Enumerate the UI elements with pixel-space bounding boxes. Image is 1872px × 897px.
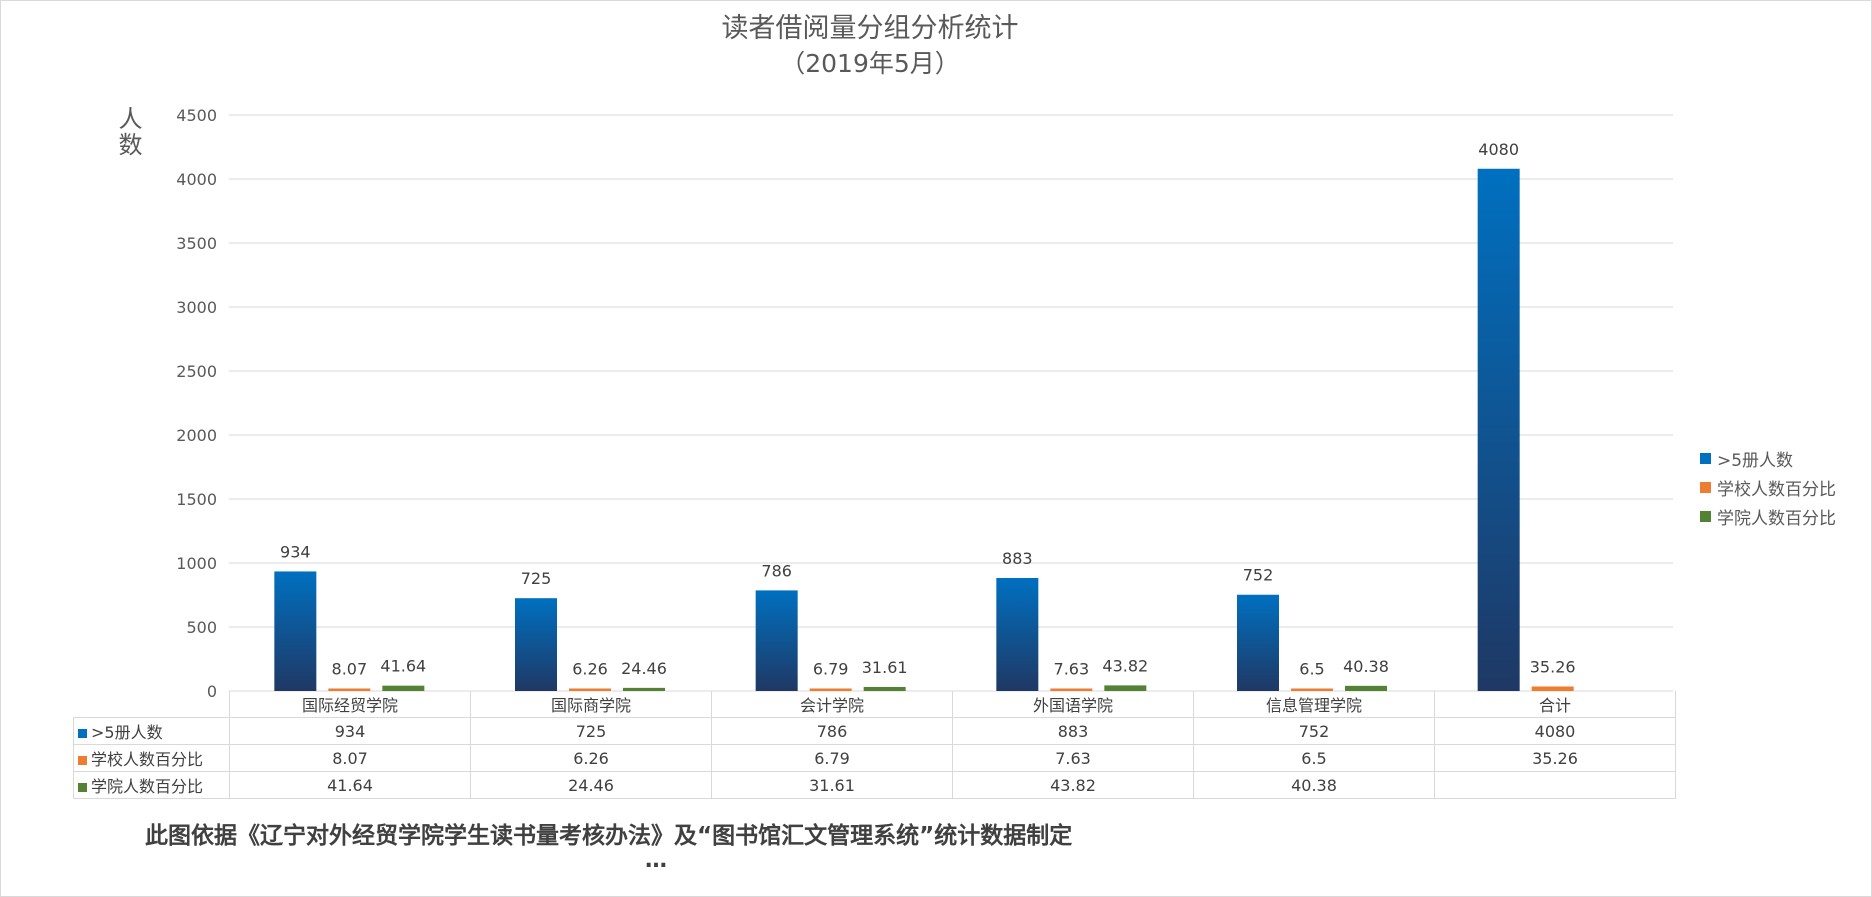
table-cell: 40.38	[1193, 771, 1435, 799]
table-cell: 7.63	[952, 744, 1194, 772]
y-tick-label: 1000	[176, 554, 217, 573]
bar	[1291, 688, 1333, 691]
table-category-row: 国际经贸学院 国际商学院 会计学院 外国语学院 信息管理学院 合计	[74, 691, 1676, 718]
table-row-header: 学院人数百分比	[73, 771, 230, 799]
ellipsis-text: …	[645, 848, 667, 873]
y-tick-label: 0	[207, 682, 217, 701]
table-category-cell: 国际经贸学院	[229, 691, 471, 718]
data-label: 725	[521, 569, 552, 588]
data-label: 934	[280, 542, 311, 561]
bar	[382, 685, 425, 691]
bar	[809, 688, 852, 691]
data-label: 40.38	[1343, 657, 1389, 676]
table-cell: 6.5	[1193, 744, 1435, 772]
bar	[1237, 594, 1279, 691]
legend-label: 学校人数百分比	[1717, 480, 1836, 500]
legend-label: >5册人数	[1717, 451, 1794, 471]
data-label: 752	[1243, 566, 1274, 585]
table-corner	[74, 691, 230, 718]
bar	[863, 686, 906, 691]
legend-swatch-icon	[1700, 511, 1711, 522]
bar	[569, 688, 611, 691]
table-cell	[1434, 771, 1676, 799]
table-row-label: 学校人数百分比	[91, 750, 204, 769]
chart-subtitle: （2019年5月）	[780, 49, 960, 78]
table-cell: 883	[952, 717, 1194, 745]
source-note: 此图依据《辽宁对外经贸学院学生读书量考核办法》及“图书馆汇文管理系统”统计数据制…	[145, 823, 1073, 849]
series-key-icon	[78, 783, 87, 792]
table-cell: 725	[470, 717, 712, 745]
table-category-cell: 外国语学院	[952, 691, 1194, 718]
y-tick-label: 4000	[176, 170, 217, 189]
bar	[274, 571, 317, 691]
table-cell: 786	[711, 717, 953, 745]
data-label: 24.46	[621, 659, 667, 678]
series-key-icon	[78, 729, 87, 738]
table-category-cell: 会计学院	[711, 691, 953, 718]
table-category-cell: 合计	[1434, 691, 1676, 718]
table-cell: 8.07	[229, 744, 471, 772]
data-label: 6.79	[813, 660, 849, 679]
legend-label: 学院人数百分比	[1717, 509, 1836, 529]
series-key-icon	[78, 756, 87, 765]
y-tick-label: 500	[186, 618, 217, 637]
bar	[515, 598, 557, 691]
data-label: 8.07	[332, 660, 368, 679]
table-row-label: 学院人数百分比	[91, 777, 204, 796]
y-tick-label: 4500	[176, 106, 217, 125]
y-tick-label: 3000	[176, 298, 217, 317]
table-row-header: 学校人数百分比	[73, 744, 230, 772]
table-cell: 24.46	[470, 771, 712, 799]
table-category-cell: 信息管理学院	[1193, 691, 1435, 718]
legend-item-series3: 学院人数百分比	[1700, 502, 1836, 531]
table-row-header: >5册人数	[73, 717, 230, 745]
data-label: 41.64	[380, 657, 426, 676]
legend-swatch-icon	[1700, 453, 1711, 464]
table-category-cell: 国际商学院	[470, 691, 712, 718]
table-cell: 934	[229, 717, 471, 745]
table-row: 学院人数百分比 41.64 24.46 31.61 43.82 40.38	[73, 771, 1676, 799]
table-cell: 43.82	[952, 771, 1194, 799]
legend-item-series1: >5册人数	[1700, 444, 1836, 473]
data-label: 883	[1002, 549, 1033, 568]
bar	[1050, 688, 1093, 691]
data-table: 国际经贸学院 国际商学院 会计学院 外国语学院 信息管理学院 合计 >5册人数 …	[73, 691, 1676, 799]
data-label: 7.63	[1054, 660, 1090, 679]
data-label: 35.26	[1530, 657, 1576, 676]
y-tick-label: 3500	[176, 234, 217, 253]
table-row: 学校人数百分比 8.07 6.26 6.79 7.63 6.5 35.26	[73, 744, 1676, 772]
bar	[996, 577, 1039, 691]
table-row-label: >5册人数	[91, 723, 163, 742]
bar	[1104, 685, 1147, 691]
data-label: 786	[761, 561, 792, 580]
bar	[328, 688, 371, 691]
bar	[1345, 685, 1387, 691]
chart-title: 读者借阅量分组分析统计	[721, 13, 1019, 44]
chart-legend: >5册人数 学校人数百分比 学院人数百分比	[1700, 444, 1836, 531]
bar	[623, 687, 665, 691]
data-label: 4080	[1478, 140, 1519, 159]
y-tick-label: 2500	[176, 362, 217, 381]
table-cell: 4080	[1434, 717, 1676, 745]
table-row: >5册人数 934 725 786 883 752 4080	[73, 717, 1676, 745]
y-axis-label: 人数	[114, 106, 142, 158]
table-cell: 6.26	[470, 744, 712, 772]
data-label: 6.26	[572, 660, 608, 679]
bar	[1477, 168, 1520, 691]
table-cell: 6.79	[711, 744, 953, 772]
y-tick-label: 1500	[176, 490, 217, 509]
y-tick-label: 2000	[176, 426, 217, 445]
legend-item-series2: 学校人数百分比	[1700, 473, 1836, 502]
table-cell: 35.26	[1434, 744, 1676, 772]
bar	[1531, 686, 1574, 691]
table-cell: 41.64	[229, 771, 471, 799]
table-cell: 31.61	[711, 771, 953, 799]
table-cell: 752	[1193, 717, 1435, 745]
data-label: 43.82	[1102, 656, 1148, 675]
legend-swatch-icon	[1700, 482, 1711, 493]
data-label: 31.61	[862, 658, 908, 677]
bar	[755, 590, 798, 691]
data-label: 6.5	[1299, 660, 1324, 679]
